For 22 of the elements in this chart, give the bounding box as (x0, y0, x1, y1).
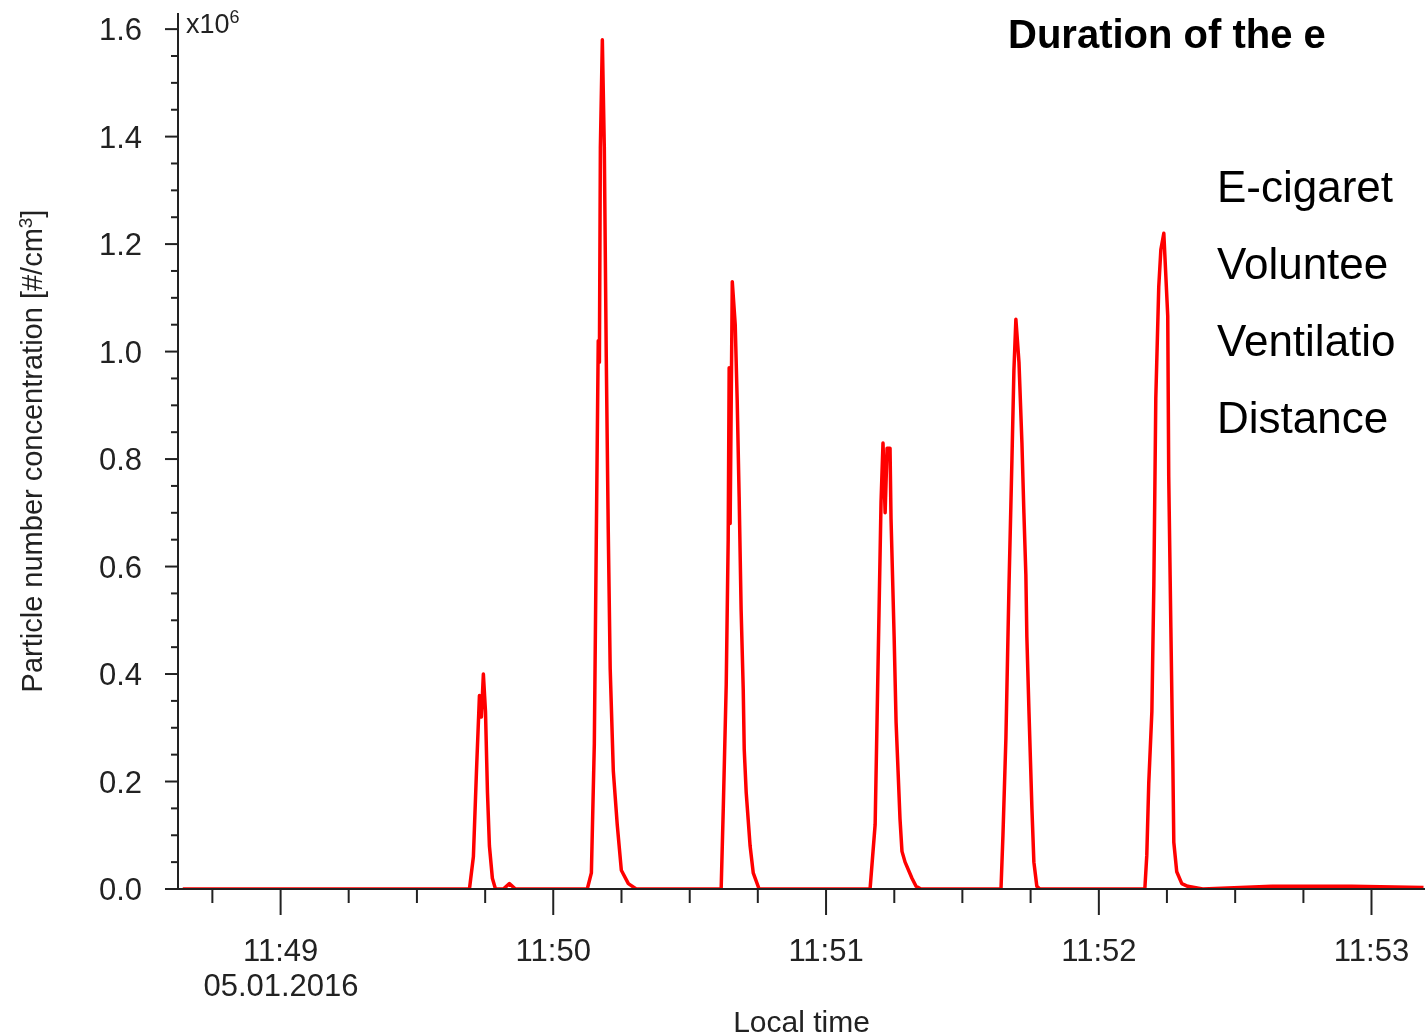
y-tick-label: 1.6 (98, 12, 142, 48)
x-axis-title: Local time (733, 1005, 870, 1032)
x-tick-label: 11:50 (515, 933, 591, 968)
y-tick-label: 0.6 (98, 549, 142, 585)
x-tick-label: 11:53 (1333, 933, 1410, 968)
y-tick-label: 0.0 (98, 872, 142, 907)
y-tick-label: 0.8 (98, 442, 142, 478)
annotation: x10$^{6}$ (186, 7, 240, 40)
x-tick-label: 11:49 (242, 933, 319, 968)
y-tick-label: 1.4 (98, 119, 142, 155)
chart-title: Duration of the e (1008, 12, 1326, 57)
annotation: Ventilatio (1217, 316, 1396, 366)
annotation: Voluntee (1217, 239, 1389, 289)
y-tick-label: 0.2 (98, 764, 142, 800)
y-tick-label: 1.2 (98, 227, 142, 263)
x-tick-label: 11:52 (1061, 933, 1137, 968)
y-tick-label: 0.4 (98, 657, 142, 693)
y-tick-label: 1.0 (98, 334, 142, 370)
annotation: Distance (1217, 393, 1389, 443)
x-tick-label: 11:51 (788, 933, 864, 968)
text: 05.01.2016 (202, 968, 360, 1004)
annotation: E-cigaret (1217, 162, 1394, 212)
